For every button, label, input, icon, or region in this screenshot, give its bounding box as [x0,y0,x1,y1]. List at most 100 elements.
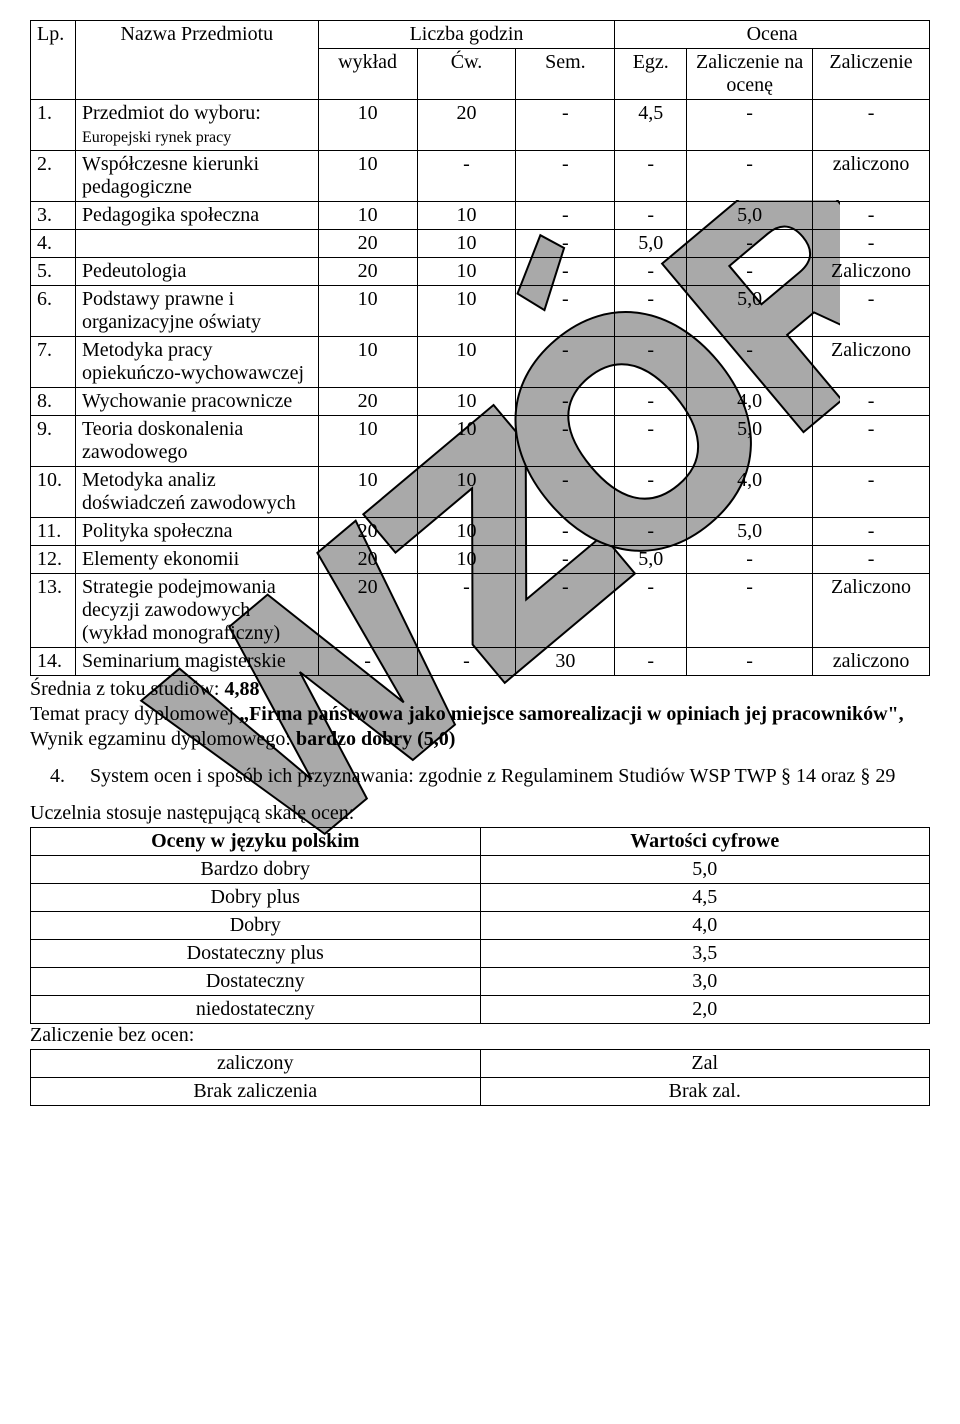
table-row: 11.Polityka społeczna2010--5,0- [31,518,930,546]
cell-cw: 10 [417,388,516,416]
cell-egz: - [615,467,687,518]
cell-wyklad: 10 [318,100,417,151]
cell-wyklad: 10 [318,337,417,388]
cell-sem: - [516,151,615,202]
exam-line: Wynik egzaminu dyplomowego: bardzo dobry… [30,728,930,751]
cell-egz: - [615,151,687,202]
table-row: 6.Podstawy prawne i organizacyjne oświat… [31,286,930,337]
cell-nazwa: Teoria doskonalenia zawodowego [75,416,318,467]
cell-nazwa: Wychowanie pracownicze [75,388,318,416]
cell-zal: Zaliczono [813,337,930,388]
cell-zal: - [813,467,930,518]
grade-pl: zaliczony [31,1050,481,1078]
cell-sem: 30 [516,648,615,676]
cell-lp: 10. [31,467,76,518]
cell-wyklad: 10 [318,202,417,230]
cell-zal: zaliczono [813,648,930,676]
cell-zal_ocena: 5,0 [687,416,813,467]
grades-header-row: Oceny w języku polskim Wartości cyfrowe [31,828,930,856]
table-row: 5.Pedeutologia2010---Zaliczono [31,258,930,286]
cell-zal_ocena: - [687,337,813,388]
cell-nazwa: Polityka społeczna [75,518,318,546]
cell-lp: 7. [31,337,76,388]
cell-cw: 10 [417,202,516,230]
cell-zal: Zaliczono [813,258,930,286]
cell-zal_ocena: 5,0 [687,518,813,546]
cell-nazwa: Seminarium magisterskie [75,648,318,676]
grades-table: Oceny w języku polskim Wartości cyfrowe … [30,827,930,1024]
header-wyklad: wykład [318,49,417,100]
header-egz: Egz. [615,49,687,100]
thesis-label: Temat pracy dyplomowej [30,703,239,725]
cell-nazwa: Podstawy prawne i organizacyjne oświaty [75,286,318,337]
table-row: 13.Strategie podejmowania decyzji zawodo… [31,574,930,648]
cell-zal: - [813,546,930,574]
cell-sem: - [516,518,615,546]
grade-row: Dostateczny plus3,5 [31,940,930,968]
cell-egz: - [615,416,687,467]
cell-sem: - [516,337,615,388]
cell-zal: - [813,100,930,151]
table-header-row1: Lp. Nazwa Przedmiotu Liczba godzin Ocena [31,21,930,49]
cell-wyklad: 20 [318,258,417,286]
cell-nazwa: Strategie podejmowania decyzji zawodowyc… [75,574,318,648]
cell-sem: - [516,574,615,648]
cell-wyklad: 20 [318,518,417,546]
cell-zal: Zaliczono [813,574,930,648]
cell-zal: - [813,230,930,258]
header-liczba: Liczba godzin [318,21,615,49]
grade-row: niedostateczny2,0 [31,996,930,1024]
cell-egz: - [615,337,687,388]
footer-label: Zaliczenie bez ocen: [30,1024,930,1047]
cell-cw: 10 [417,230,516,258]
cell-lp: 2. [31,151,76,202]
cell-cw: 10 [417,546,516,574]
cell-zal_ocena: - [687,546,813,574]
thesis-title: „Firma państwowa jako miejsce samorealiz… [239,703,904,725]
header-nazwa: Nazwa Przedmiotu [75,21,318,100]
cell-zal_ocena: - [687,258,813,286]
grade-val: 4,0 [480,912,930,940]
cell-nazwa: Metodyka pracy opiekuńczo-wychowawczej [75,337,318,388]
grade-pl: Brak zaliczenia [31,1078,481,1106]
cell-sem: - [516,100,615,151]
grades-table-footer: zaliczonyZalBrak zaliczeniaBrak zal. [30,1049,930,1106]
grade-val: 4,5 [480,884,930,912]
cell-egz: - [615,518,687,546]
grade-pl: Dostateczny [31,968,481,996]
cell-egz: 5,0 [615,230,687,258]
grade-row: Dobry plus4,5 [31,884,930,912]
table-row: 14.Seminarium magisterskie--30--zaliczon… [31,648,930,676]
cell-sem: - [516,467,615,518]
table-row: 10.Metodyka analiz doświadczeń zawodowyc… [31,467,930,518]
avg-line: Średnia z toku studiów: 4,88 [30,678,930,701]
exam-value: bardzo dobry (5,0) [296,728,455,750]
cell-zal_ocena: - [687,151,813,202]
cell-lp: 1. [31,100,76,151]
grade-row: Dobry4,0 [31,912,930,940]
cell-nazwa: Przedmiot do wyboru:Europejski rynek pra… [75,100,318,151]
cell-sem: - [516,230,615,258]
grade-val: 5,0 [480,856,930,884]
cell-egz: - [615,388,687,416]
cell-cw: 10 [417,518,516,546]
grade-pl: Dostateczny plus [31,940,481,968]
table-row: 4.2010-5,0-- [31,230,930,258]
table-row: 1.Przedmiot do wyboru:Europejski rynek p… [31,100,930,151]
cell-nazwa: Pedagogika społeczna [75,202,318,230]
header-ocena: Ocena [615,21,930,49]
grade-row: Dostateczny3,0 [31,968,930,996]
cell-sem: - [516,416,615,467]
cell-lp: 9. [31,416,76,467]
cell-wyklad: 10 [318,151,417,202]
cell-cw: - [417,648,516,676]
cell-cw: - [417,151,516,202]
cell-wyklad: 20 [318,230,417,258]
table-row: 9.Teoria doskonalenia zawodowego1010--5,… [31,416,930,467]
cell-wyklad: 10 [318,286,417,337]
avg-label: Średnia z toku studiów: [30,678,224,700]
cell-lp: 3. [31,202,76,230]
cell-sem: - [516,388,615,416]
cell-cw: - [417,574,516,648]
cell-wyklad: 10 [318,467,417,518]
